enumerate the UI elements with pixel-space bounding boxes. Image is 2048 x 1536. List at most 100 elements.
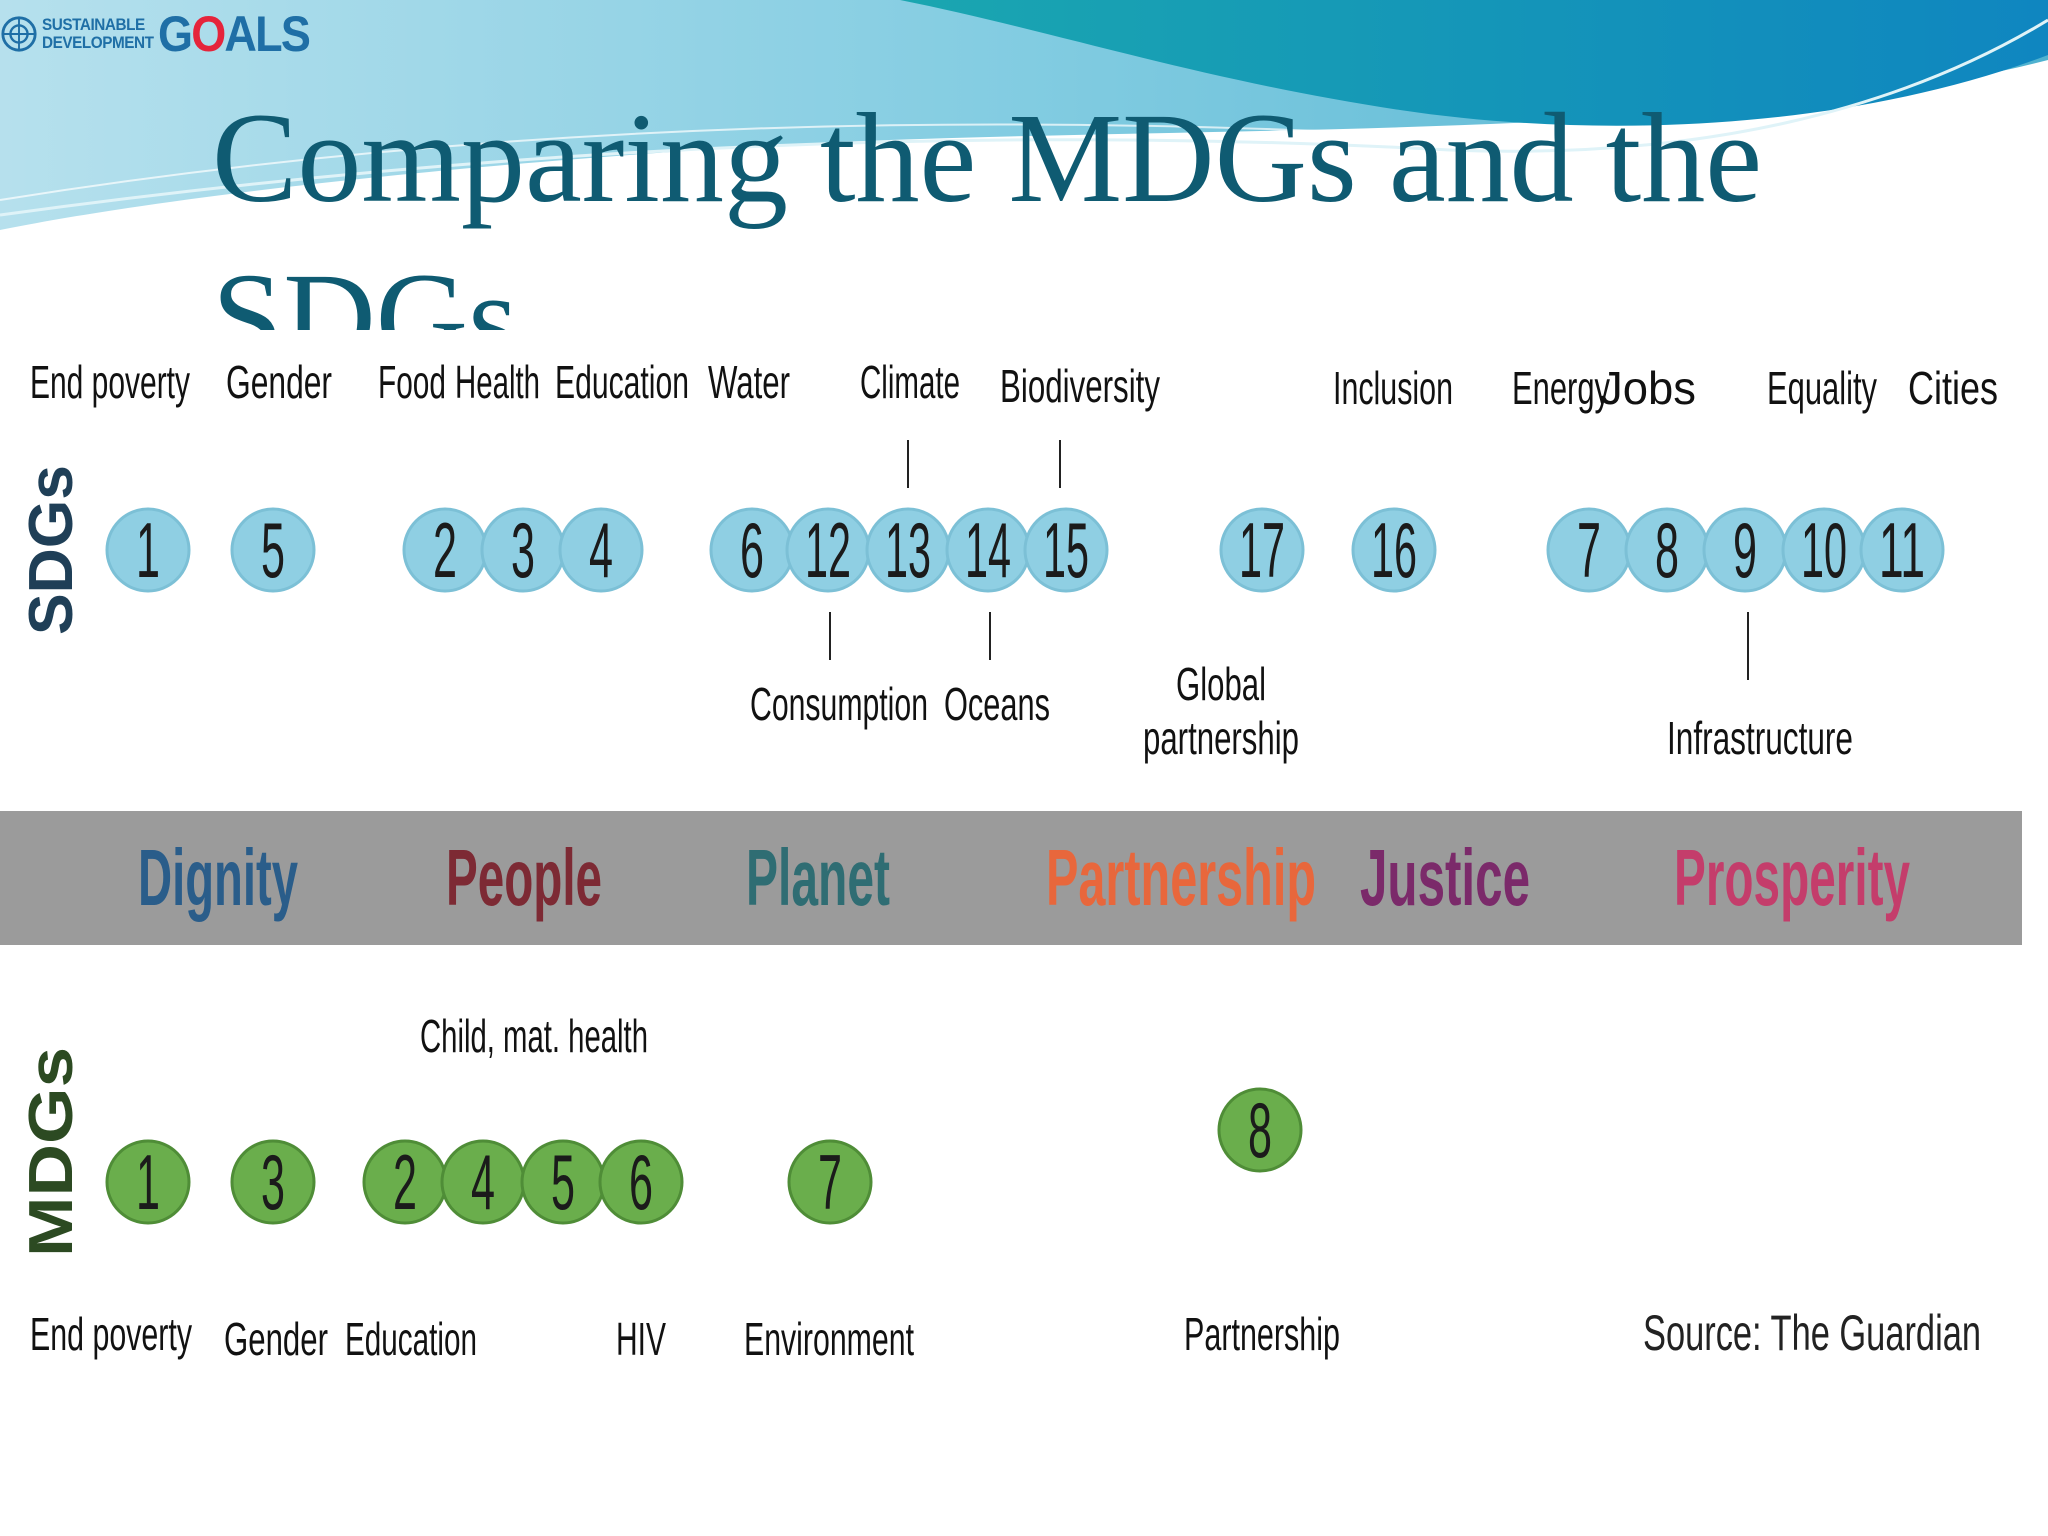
theme-label: Dignity xyxy=(138,833,298,922)
sdg-goal-number: 17 xyxy=(1239,506,1285,594)
sdg-goal-marker: 1 xyxy=(105,506,191,594)
sdg-goal-circle xyxy=(1859,507,1945,593)
sdg-top-label: Jobs xyxy=(1600,362,1696,414)
sdg-goal-number: 13 xyxy=(885,506,931,594)
sdg-top-label: Equality xyxy=(1767,362,1877,414)
mdg-axis-label: MDGs xyxy=(17,1047,86,1257)
mdg-goal-number: 4 xyxy=(471,1138,495,1226)
mdg-goal-circle xyxy=(105,1139,191,1225)
mdg-goal-marker: 2 xyxy=(362,1138,448,1226)
mdg-goal-number: 5 xyxy=(551,1138,575,1226)
sdg-top-label: Food xyxy=(378,356,446,408)
theme-band-background xyxy=(0,811,2022,945)
sdg-goal-circle xyxy=(105,507,191,593)
mdg-goal-number: 7 xyxy=(818,1138,842,1226)
mdg-top-label: Child, mat. health xyxy=(420,1010,648,1062)
sdg-goal-marker: 5 xyxy=(230,506,316,594)
mdg-goal-number: 3 xyxy=(261,1138,285,1226)
mdg-goal-marker: 7 xyxy=(787,1138,873,1226)
sdg-bottom-label: Consumption xyxy=(750,678,928,730)
mdg-goal-number: 2 xyxy=(393,1138,417,1226)
mdg-bottom-label: Education xyxy=(345,1313,477,1365)
logo-line-2: DEVELOPMENT xyxy=(42,33,154,52)
sdg-goal-number: 11 xyxy=(1879,506,1925,594)
sdg-axis-label: SDGs xyxy=(17,465,86,635)
sdg-goal-number: 16 xyxy=(1371,506,1417,594)
mdg-goal-marker: 5 xyxy=(520,1138,606,1226)
sdg-goal-marker: 8 xyxy=(1624,506,1710,594)
sdg-goal-marker: 7 xyxy=(1546,506,1632,594)
sdg-goal-marker: 4 xyxy=(558,506,644,594)
sdg-goal-marker: 12 xyxy=(785,506,871,594)
theme-label: Prosperity xyxy=(1674,833,1910,922)
logo-line-1: SUSTAINABLE xyxy=(42,15,145,34)
sdg-goal-marker: 11 xyxy=(1859,506,1945,594)
sdg-top-label: Education xyxy=(555,356,689,408)
mdg-goal-circle xyxy=(787,1139,873,1225)
mdg-goal-circle xyxy=(598,1139,684,1225)
sdg-goal-circle xyxy=(1023,507,1109,593)
mdg-bottom-label: End poverty xyxy=(30,1308,192,1360)
sdg-goal-number: 6 xyxy=(740,506,764,594)
sdg-goal-number: 9 xyxy=(1733,506,1757,594)
sdg-goal-marker: 6 xyxy=(709,506,795,594)
mdg-goal-number: 8 xyxy=(1248,1086,1272,1174)
sdg-top-label: End poverty xyxy=(30,356,190,408)
sdg-goal-circle xyxy=(230,507,316,593)
mdg-goal-marker: 1 xyxy=(105,1138,191,1226)
mdg-goal-marker: 8 xyxy=(1217,1086,1303,1174)
un-emblem-icon xyxy=(1,16,37,52)
sdg-goal-number: 14 xyxy=(965,506,1011,594)
sdg-goal-marker: 14 xyxy=(945,506,1031,594)
mdg-goal-number: 1 xyxy=(136,1138,160,1226)
sdg-top-label: Energy xyxy=(1512,362,1610,414)
sdg-goal-number: 12 xyxy=(805,506,851,594)
sdg-goal-marker: 10 xyxy=(1781,506,1867,594)
sdg-goal-circle xyxy=(558,507,644,593)
sdg-goal-marker: 2 xyxy=(402,506,488,594)
sdg-goal-number: 3 xyxy=(511,506,535,594)
sdg-goal-number: 4 xyxy=(589,506,613,594)
sdg-goal-number: 2 xyxy=(433,506,457,594)
mdg-row: MDGs 1 3 2 4 5 6 7 8 Child, mat. health End povert… xyxy=(17,1010,1981,1365)
sdg-bottom-label: Global xyxy=(1176,658,1266,710)
sdg-top-label: Water xyxy=(708,356,790,408)
sdg-goal-number: 1 xyxy=(136,506,160,594)
sdg-goal-number: 5 xyxy=(261,506,285,594)
logo-goals-word: GOALS xyxy=(157,6,311,62)
sdg-goal-number: 10 xyxy=(1801,506,1847,594)
sdg-bottom-label: partnership xyxy=(1143,712,1299,764)
mdg-goal-marker: 3 xyxy=(230,1138,316,1226)
sdg-goal-circle xyxy=(1219,507,1305,593)
sdg-goal-marker: 17 xyxy=(1219,506,1305,594)
logo-text: SUSTAINABLE DEVELOPMENT xyxy=(42,16,154,52)
sdg-goal-marker: 15 xyxy=(1023,506,1109,594)
sdg-top-label: Inclusion xyxy=(1333,362,1453,414)
mdg-goal-marker: 4 xyxy=(440,1138,526,1226)
mdg-bottom-label: HIV xyxy=(616,1313,666,1365)
source-credit: Source: The Guardian xyxy=(1643,1305,1981,1361)
sdg-goal-number: 15 xyxy=(1043,506,1089,594)
sdg-goal-number: 8 xyxy=(1655,506,1679,594)
sdg-bottom-label: Oceans xyxy=(944,678,1050,730)
mdg-goal-number: 6 xyxy=(629,1138,653,1226)
logo-goals-o: O xyxy=(191,6,226,62)
header-wave-decoration xyxy=(0,0,2048,230)
sdg-goal-marker: 16 xyxy=(1351,506,1437,594)
mdg-goal-circle xyxy=(1217,1087,1303,1173)
mdg-bottom-label: Partnership xyxy=(1184,1308,1340,1360)
sdg-goal-marker: 3 xyxy=(480,506,566,594)
sdg-goal-circle xyxy=(1351,507,1437,593)
theme-label: Justice xyxy=(1360,833,1530,922)
sdg-top-label: Gender xyxy=(226,356,332,408)
sdg-goal-marker: 9 xyxy=(1702,506,1788,594)
theme-band: Dignity People Planet Partnership Justice Pro… xyxy=(0,811,2022,945)
theme-label: People xyxy=(446,833,602,922)
mdg-bottom-label: Environment xyxy=(744,1313,914,1365)
theme-label: Partnership xyxy=(1046,833,1316,922)
sdg-goal-number: 7 xyxy=(1577,506,1601,594)
sdg-top-label: Cities xyxy=(1908,362,1998,414)
